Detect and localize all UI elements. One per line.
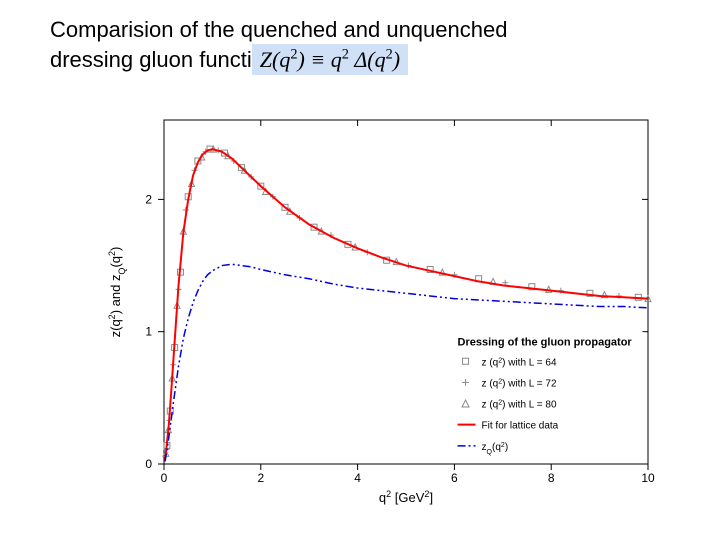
- legend-label-L64: z (q2) with L = 64: [482, 357, 557, 369]
- x-tick-label: 2: [257, 471, 264, 485]
- gluon-dressing-chart: 0 2 4 6 8 10 0 1 2 q2 [GeV2] z(q2) and zQ(q2) Dress…: [100, 110, 660, 510]
- x-tick-label: 4: [354, 471, 361, 485]
- x-tick-label: 0: [161, 471, 168, 485]
- x-tick-label: 10: [641, 471, 655, 485]
- x-tick-label: 6: [451, 471, 458, 485]
- title-line-1: Comparision of the quenched and unquench…: [50, 17, 507, 42]
- legend-box: [450, 332, 644, 458]
- legend-label-L80: z (q2) with L = 80: [482, 399, 557, 411]
- legend-title: Dressing of the gluon propagator: [458, 337, 633, 349]
- legend-label-fit: Fit for lattice data: [482, 421, 559, 432]
- x-axis-label: q2 [GeV2]: [379, 489, 433, 505]
- legend: Dressing of the gluon propagator z (q2) w…: [450, 332, 644, 458]
- page-title: Comparision of the quenched and unquench…: [50, 16, 670, 75]
- x-tick-label: 8: [548, 471, 555, 485]
- y-axis-label: z(q2) and zQ(q2): [107, 247, 127, 338]
- legend-label-L72: z (q2) with L = 72: [482, 378, 557, 390]
- y-tick-label: 2: [145, 192, 152, 206]
- title-line-2-prefix: dressing gluon functi: [50, 47, 252, 72]
- y-tick-label: 1: [145, 325, 152, 339]
- y-tick-label: 0: [145, 457, 152, 471]
- formula-box: Z(q2) ≡ q2 Δ(q2): [252, 44, 408, 76]
